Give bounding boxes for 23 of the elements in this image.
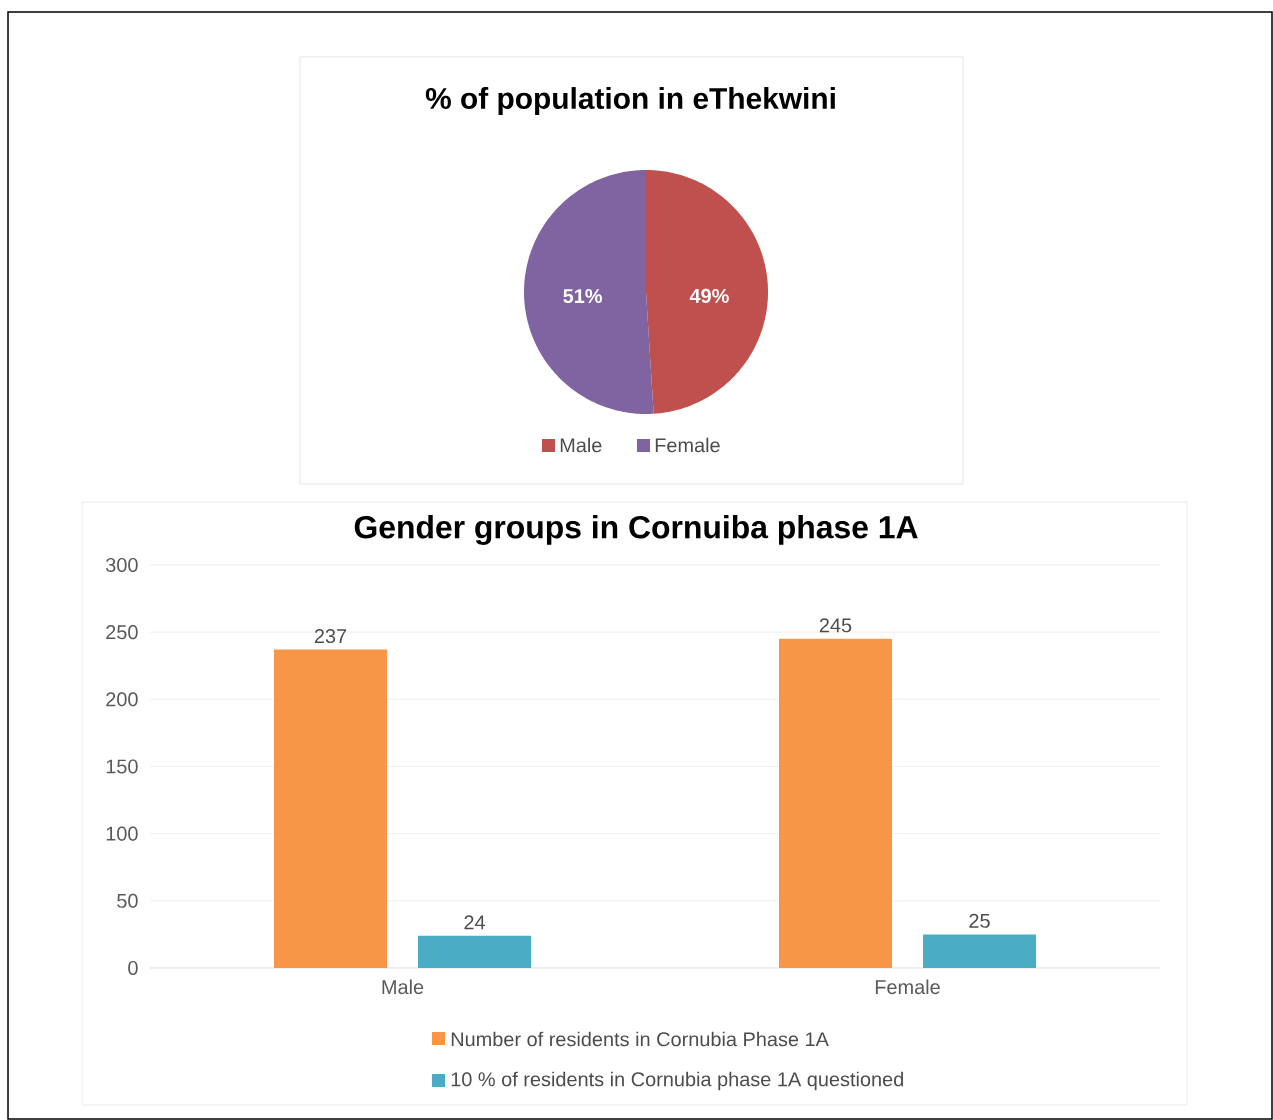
bar xyxy=(923,934,1036,968)
legend-label: 10 % of residents in Cornubia phase 1A questioned xyxy=(451,1071,903,1091)
data-label: 49% xyxy=(689,288,729,303)
y-tick-label: 300 xyxy=(106,557,138,573)
data-label: 24 xyxy=(464,915,485,930)
y-tick-label: 100 xyxy=(106,826,138,841)
chart-title: Gender groups in Cornuiba phase 1A xyxy=(354,515,918,545)
legend-label: Number of residents in Cornubia Phase 1A xyxy=(451,1031,829,1047)
y-tick-label: 50 xyxy=(117,893,138,908)
chart-title: % of population in eThekwini xyxy=(425,87,835,115)
y-tick-label: 200 xyxy=(106,692,138,707)
y-tick-label: 0 xyxy=(128,960,138,976)
legend-label: Female xyxy=(655,437,720,453)
y-tick-label: 150 xyxy=(106,759,138,774)
data-label: 25 xyxy=(969,913,990,928)
bar xyxy=(779,638,892,968)
data-label: 51% xyxy=(563,289,602,304)
legend-label: Male xyxy=(560,437,602,453)
y-tick-label: 250 xyxy=(106,625,138,640)
data-label: 237 xyxy=(314,628,347,644)
bar xyxy=(418,935,532,968)
bar xyxy=(274,649,388,968)
data-label: 245 xyxy=(819,618,852,633)
